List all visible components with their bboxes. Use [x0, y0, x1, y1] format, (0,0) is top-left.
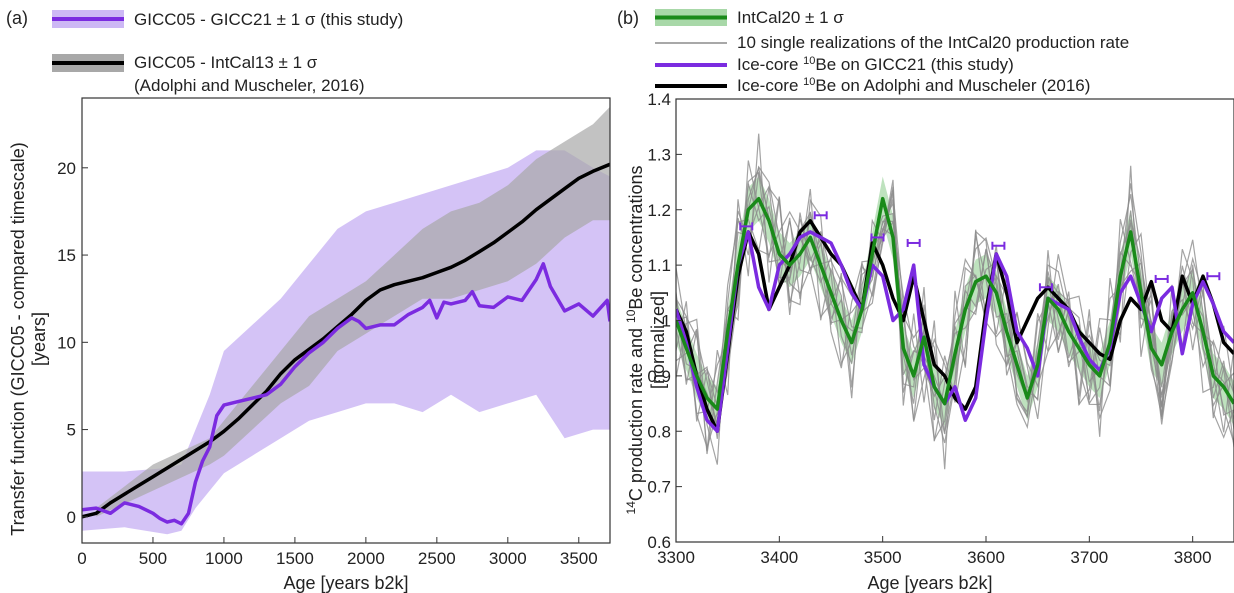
intcal20-line [676, 196, 1234, 411]
legend-intcal20-label: IntCal20 ± 1 σ [737, 8, 844, 27]
panel-b-ylabel-sup14: 14 [624, 501, 638, 515]
panel-b-label: (b) [617, 8, 639, 28]
panel-a-ytick-label: 0 [67, 508, 76, 527]
panel-a-ytick-label: 20 [57, 159, 76, 178]
panel-a-xtick-label: 500 [139, 549, 167, 568]
panel-a: (a) GICC05 - GICC21 ± 1 σ (this study)GI… [6, 8, 611, 593]
panel-a-ytick-label: 10 [57, 333, 76, 352]
panel-b-ylabel-units: [normalized] [648, 291, 668, 389]
panel-b-ytick-label: 0.7 [647, 478, 671, 497]
panel-b-xtick-label: 3300 [657, 548, 695, 567]
panel-a-xtick-label: 2000 [347, 549, 385, 568]
intcal13-transfer-line [82, 162, 610, 519]
panel-a-xtick-label: 0 [77, 549, 86, 568]
panel-a-xtick-label: 3500 [560, 549, 598, 568]
panel-b-xtick-label: 3700 [1070, 548, 1108, 567]
legend-be10-adolphi-label-post: Be on Adolphi and Muscheler (2016) [815, 76, 1090, 95]
panel-b-ytick-label: 1.2 [647, 201, 671, 220]
intcal20-realization-line [676, 133, 1234, 470]
panel-b-ylabel-text: C production rate and [626, 323, 646, 501]
panel-b-xtick-label: 3500 [864, 548, 902, 567]
legend-be10-adolphi-label: Ice-core 10Be on Adolphi and Muscheler (… [737, 76, 1090, 95]
panel-b-data [676, 133, 1234, 470]
panel-b-ytick-label: 1 [662, 312, 671, 331]
intcal20-realization-line [676, 165, 1234, 444]
panel-a-plot: 0 500 1000 1500 2000 2500 3000 3500 0 5 10 15 20 [57, 97, 611, 568]
panel-b-ytick-label: 0.6 [647, 533, 671, 552]
panel-a-xlabel: Age [years b2k] [283, 573, 408, 593]
legend-intcal13-label: GICC05 - IntCal13 ± 1 σ [134, 53, 318, 72]
panel-a-ylabel: Transfer function (GICC05 - compared tim… [8, 142, 28, 535]
legend-be10-gicc21-label-pre: Ice-core [737, 55, 803, 74]
panel-b-ylabel: 14C production rate and 10Be concentrati… [624, 166, 646, 515]
legend-realizations-label: 10 single realizations of the IntCal20 p… [737, 33, 1129, 52]
legend-be10-gicc21-label-sup: 10 [803, 55, 815, 67]
panel-b-ytick-label: 1.4 [647, 90, 671, 109]
panel-a-xtick-label: 2500 [418, 549, 456, 568]
panel-a-label: (a) [6, 8, 28, 28]
legend-be10-adolphi-label-pre: Ice-core [737, 76, 803, 95]
legend-intcal13-citation: (Adolphi and Muscheler, 2016) [134, 76, 365, 95]
panel-a-frame [81, 97, 611, 544]
panel-a-legend: GICC05 - GICC21 ± 1 σ (this study) GICC05… [52, 10, 403, 95]
gicc21-transfer-line [82, 262, 610, 526]
panel-b-xtick-label: 3600 [967, 548, 1005, 567]
panel-b-ytick-label: 0.9 [647, 367, 671, 386]
panel-b-ytick-label: 1.1 [647, 256, 671, 275]
intcal20-realization-line [676, 171, 1234, 448]
panel-b-plot: 3300 3400 3500 3600 3700 3800 0.6 0.7 0.8 0.9 1 1.1… [647, 90, 1234, 567]
panel-b-xtick-label: 3800 [1174, 548, 1212, 567]
panel-b-ytick-label: 0.8 [647, 422, 671, 441]
panel-b: (b) IntCal20 ± 1 σ 10 single realizations… [617, 8, 1234, 593]
legend-gicc21-label: GICC05 - GICC21 ± 1 σ (this study) [134, 10, 403, 29]
panel-b-ytick-label: 1.3 [647, 145, 671, 164]
panel-b-legend: IntCal20 ± 1 σ 10 single realizations of … [655, 8, 1129, 95]
intcal20-realization-line [676, 183, 1234, 430]
panel-a-ytick-label: 15 [57, 246, 76, 265]
panel-b-xlabel: Age [years b2k] [867, 573, 992, 593]
legend-be10-gicc21-label: Ice-core 10Be on GICC21 (this study) [737, 55, 1014, 74]
panel-b-xtick-label: 3400 [760, 548, 798, 567]
be10-gicc21-line [676, 230, 1234, 433]
panel-a-ylabel-units: [years] [29, 312, 49, 366]
panel-a-xtick-label: 1500 [276, 549, 314, 568]
panel-b-ylabel-sup10: 10 [624, 309, 638, 323]
legend-be10-gicc21-label-post: Be on GICC21 (this study) [815, 55, 1013, 74]
panel-b-ylabel-text2: Be concentrations [626, 166, 646, 310]
panel-a-data [82, 106, 610, 535]
panel-a-xtick-label: 1000 [205, 549, 243, 568]
panel-a-xtick-label: 3000 [489, 549, 527, 568]
panel-a-ytick-label: 5 [67, 421, 76, 440]
legend-be10-adolphi-label-sup: 10 [803, 76, 815, 88]
